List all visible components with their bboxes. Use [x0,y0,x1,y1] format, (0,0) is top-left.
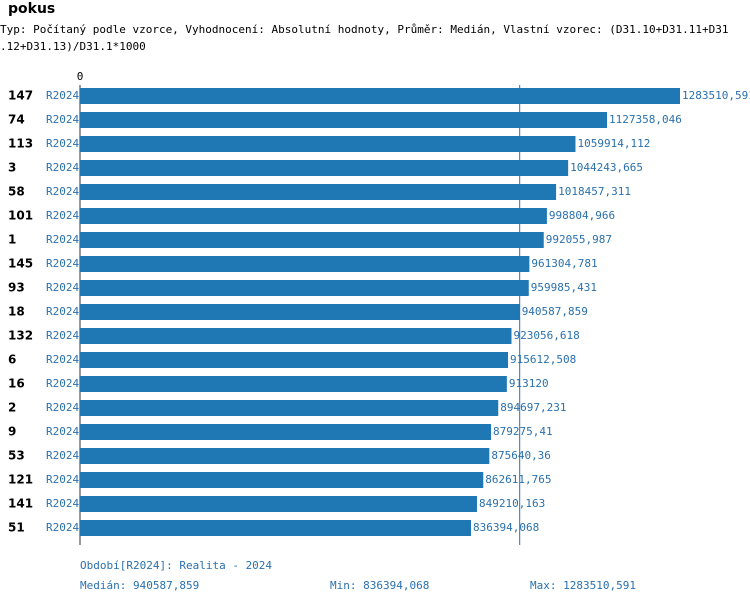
row-label: 141 [8,497,33,511]
row-label: 9 [8,425,16,439]
series-label: R2024 [46,401,79,414]
period-label: Období[R2024]: Realita - 2024 [80,559,272,572]
value-label: 862611,765 [485,473,551,486]
bar [80,496,477,512]
series-label: R2024 [46,185,79,198]
bar [80,352,509,368]
bar [80,424,492,440]
value-label: 915612,508 [510,353,576,366]
row-label: 51 [8,521,25,535]
value-label: 998804,966 [549,209,615,222]
bar [80,472,484,488]
bar [80,184,557,200]
row-label: 101 [8,209,33,223]
bar [80,400,499,416]
min-label: Min: 836394,068 [330,579,429,592]
row-label: 3 [8,161,16,175]
row-label: 145 [8,257,33,271]
max-label: Max: 1283510,591 [530,579,636,592]
value-label: 923056,618 [513,329,579,342]
bar [80,208,547,224]
series-label: R2024 [46,233,79,246]
bar [80,136,576,152]
series-label: R2024 [46,473,79,486]
value-label: 961304,781 [531,257,597,270]
bar [80,304,520,320]
series-label: R2024 [46,209,79,222]
value-label: 940587,859 [522,305,588,318]
series-label: R2024 [46,161,79,174]
series-label: R2024 [46,377,79,390]
bar [80,88,680,104]
row-label: 18 [8,305,25,319]
series-label: R2024 [46,497,79,510]
value-label: 1059914,112 [577,137,650,150]
bar [80,376,507,392]
series-label: R2024 [46,521,79,534]
series-label: R2024 [46,305,79,318]
row-label: 93 [8,281,25,295]
bar [80,232,544,248]
median-label: Medián: 940587,859 [80,579,199,592]
row-label: 121 [8,473,33,487]
series-label: R2024 [46,113,79,126]
series-label: R2024 [46,257,79,270]
row-label: 1 [8,233,16,247]
row-label: 113 [8,137,33,151]
subtitle: Typ: Počítaný podle vzorce, Vyhodnocení:… [0,23,728,36]
row-label: 147 [8,89,33,103]
value-label: 875640,36 [491,449,551,462]
bar [80,448,490,464]
series-label: R2024 [46,137,79,150]
value-label: 879275,41 [493,425,553,438]
bar [80,256,530,272]
row-label: 132 [8,329,33,343]
series-label: R2024 [46,329,79,342]
value-label: 849210,163 [479,497,545,510]
value-label: 1018457,311 [558,185,631,198]
value-label: 1127358,046 [609,113,682,126]
row-label: 58 [8,185,25,199]
series-label: R2024 [46,353,79,366]
row-label: 2 [8,401,16,415]
value-label: 959985,431 [531,281,597,294]
value-label: 836394,068 [473,521,539,534]
bar [80,112,608,128]
subtitle: .12+D31.13)/D31.1*1000 [0,40,146,53]
bar [80,328,512,344]
series-label: R2024 [46,425,79,438]
series-label: R2024 [46,449,79,462]
bar [80,520,471,536]
row-label: 6 [8,353,16,367]
row-label: 74 [8,113,25,127]
bar [80,280,529,296]
value-label: 894697,231 [500,401,566,414]
chart-title: pokus [8,1,55,17]
value-label: 913120 [509,377,549,390]
value-label: 1283510,591 [682,89,750,102]
x-tick-label: 0 [77,70,84,83]
series-label: R2024 [46,281,79,294]
bar [80,160,569,176]
row-label: 16 [8,377,25,391]
value-label: 1044243,665 [570,161,643,174]
series-label: R2024 [46,89,79,102]
value-label: 992055,987 [546,233,612,246]
row-label: 53 [8,449,25,463]
